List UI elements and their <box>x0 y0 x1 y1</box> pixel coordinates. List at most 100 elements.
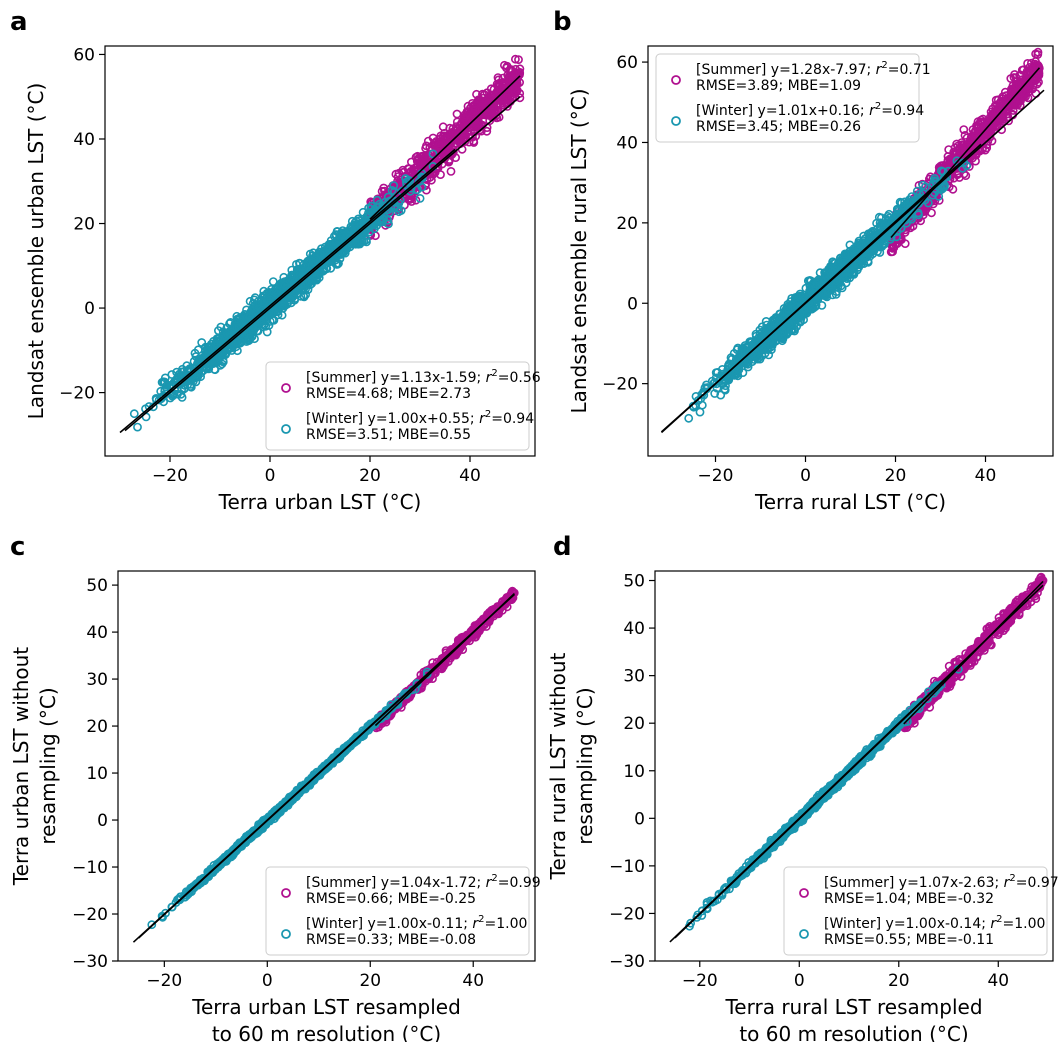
one-to-one-line <box>124 96 521 432</box>
point-winter <box>203 343 213 353</box>
point-winter <box>832 287 841 296</box>
point-winter <box>129 409 139 419</box>
y-tick-label: 20 <box>616 214 638 234</box>
point-winter <box>885 234 895 244</box>
point-summer <box>490 105 500 115</box>
point-summer <box>499 100 508 110</box>
point-winter <box>754 341 763 351</box>
point-winter <box>250 293 260 303</box>
point-winter <box>702 380 711 390</box>
point-summer <box>511 54 520 64</box>
point-winter <box>311 274 321 284</box>
legend-marker-summer <box>671 75 681 85</box>
y-tick-label: 20 <box>73 215 95 235</box>
point-winter <box>892 204 902 214</box>
legend-stats-winter: RMSE=3.45; MBE=0.26 <box>696 119 861 135</box>
point-winter <box>308 257 318 267</box>
point-summer <box>1014 95 1024 105</box>
point-summer <box>998 92 1008 101</box>
point-summer <box>960 147 970 156</box>
point-winter <box>417 173 427 183</box>
point-summer <box>996 107 1006 117</box>
y-tick-label: 0 <box>627 294 638 314</box>
point-winter <box>745 347 755 356</box>
point-winter <box>415 193 425 203</box>
point-winter <box>396 206 406 215</box>
point-summer <box>434 140 444 150</box>
point-summer <box>961 171 971 180</box>
scatter-area <box>119 54 525 434</box>
point-winter <box>877 219 887 229</box>
y-tick-label: 40 <box>73 130 95 150</box>
point-winter <box>889 220 899 230</box>
legend-text-summer: [Summer] y=1.13x-1.59; r2=0.56 <box>306 368 541 386</box>
x-tick-label: 0 <box>800 466 811 486</box>
point-winter <box>908 202 917 211</box>
point-winter <box>711 373 721 383</box>
point-winter <box>157 377 167 387</box>
point-winter <box>305 249 315 259</box>
legend: [Summer] y=1.28x-7.97; r2=0.71RMSE=3.89;… <box>655 53 931 143</box>
point-winter <box>952 156 962 166</box>
legend-marker-winter <box>671 116 681 126</box>
point-winter <box>763 333 773 343</box>
point-winter <box>907 192 917 201</box>
point-winter <box>193 345 203 355</box>
point-winter <box>831 276 841 286</box>
legend-stats-summer: RMSE=4.68; MBE=2.73 <box>306 386 471 402</box>
point-summer <box>889 243 899 253</box>
point-winter <box>732 345 742 355</box>
point-winter <box>226 317 235 327</box>
point-summer <box>1011 73 1021 82</box>
point-winter <box>757 327 767 337</box>
point-winter <box>203 354 213 363</box>
point-winter <box>220 348 230 358</box>
x-axis-label: Terra urban LST (°C) <box>218 490 422 514</box>
point-winter <box>840 249 850 259</box>
point-summer <box>900 239 910 248</box>
point-winter <box>940 182 949 192</box>
point-summer <box>997 125 1006 135</box>
x-tick-label: 0 <box>265 466 276 486</box>
point-summer <box>972 121 982 131</box>
point-winter <box>720 385 730 395</box>
point-summer <box>1013 100 1022 109</box>
point-summer <box>446 166 456 176</box>
point-winter <box>324 246 334 255</box>
point-winter <box>245 312 255 321</box>
x-tick-label: 20 <box>359 466 381 486</box>
point-summer <box>514 55 523 64</box>
point-winter <box>358 207 368 217</box>
point-winter <box>216 322 226 332</box>
point-winter <box>755 354 765 364</box>
point-winter <box>379 214 388 224</box>
point-summer <box>436 170 445 179</box>
y-tick-label: −20 <box>59 384 95 404</box>
x-axis-label: Terra rural LST (°C) <box>754 490 946 514</box>
point-summer <box>1007 85 1017 95</box>
scatter-area <box>660 47 1045 434</box>
point-summer <box>494 75 504 85</box>
point-summer <box>453 123 463 133</box>
x-tick-label: −20 <box>698 466 734 486</box>
point-winter <box>267 315 277 325</box>
point-summer <box>489 84 499 94</box>
point-winter <box>366 201 376 211</box>
point-summer <box>470 105 480 115</box>
x-tick-label: 20 <box>885 466 907 486</box>
point-summer <box>485 91 495 101</box>
point-winter <box>276 299 286 309</box>
point-winter <box>839 270 849 280</box>
point-summer <box>394 168 404 178</box>
legend-stats-summer: RMSE=3.89; MBE=1.09 <box>696 78 861 94</box>
point-winter <box>265 295 275 305</box>
point-winter <box>930 173 939 183</box>
point-summer <box>991 112 1001 122</box>
y-tick-label: 40 <box>616 133 638 153</box>
point-winter <box>372 195 382 205</box>
legend-stats-winter: RMSE=3.51; MBE=0.55 <box>306 427 471 443</box>
point-winter <box>727 354 737 364</box>
point-summer <box>944 145 954 154</box>
